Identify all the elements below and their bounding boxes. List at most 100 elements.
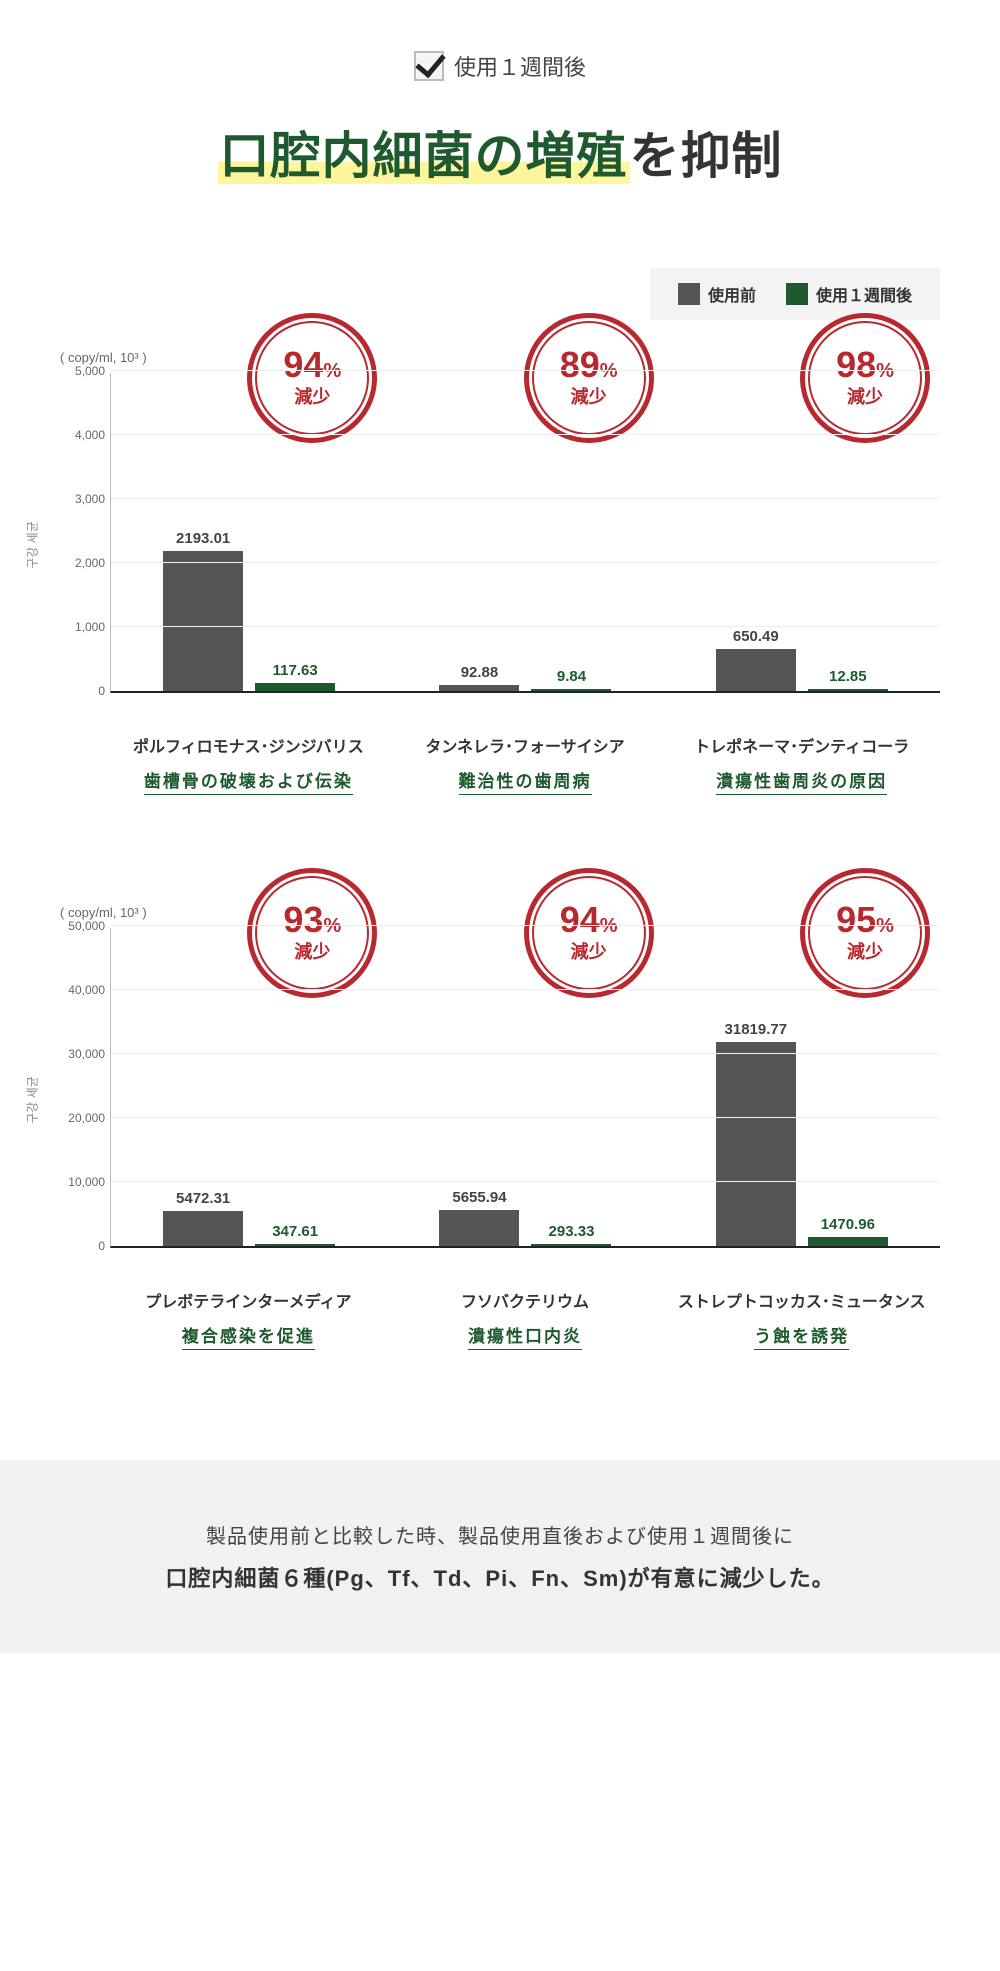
y-tick: 1,000 <box>61 620 105 634</box>
bacteria-name: タンネレラ･フォーサイシア <box>387 733 664 757</box>
bar-group: 94%減少5655.94293.33 <box>387 928 663 1246</box>
bacteria-label: ポルフィロモナス･ジンジバリス歯槽骨の破壊および伝染 <box>110 733 387 795</box>
y-tick: 5,000 <box>61 364 105 378</box>
stamp-percent: 98% <box>836 347 894 383</box>
bacteria-name: ストレプトコッカス･ミュータンス <box>663 1288 940 1312</box>
gridline <box>111 989 940 990</box>
bar-group: 89%減少92.889.84 <box>387 373 663 691</box>
legend-before: 使用前 <box>678 282 756 306</box>
bacteria-label: ストレプトコッカス･ミュータンスう蝕を誘発 <box>663 1288 940 1350</box>
bar-group: 93%減少5472.31347.61 <box>111 928 387 1246</box>
stamp-sub: 減少 <box>847 383 883 409</box>
bacteria-label: フソバクテリウム潰瘍性口内炎 <box>387 1288 664 1350</box>
bar-after-value: 9.84 <box>557 668 586 685</box>
gridline <box>111 925 940 926</box>
bacteria-desc: 難治性の歯周病 <box>459 767 592 795</box>
check-icon <box>414 51 444 81</box>
y-tick: 2,000 <box>61 556 105 570</box>
bar-after <box>808 1237 888 1246</box>
bar-before-value: 650.49 <box>733 628 779 645</box>
header: 使用１週間後 口腔内細菌の増殖を抑制 <box>0 0 1000 208</box>
gridline <box>111 562 940 563</box>
stamp-sub: 減少 <box>294 938 330 964</box>
bar-after-wrap: 9.84 <box>531 668 611 691</box>
gridline <box>111 370 940 371</box>
y-tick: 0 <box>61 684 105 698</box>
bacteria-label: トレポネーマ･デンティコーラ潰瘍性歯周炎の原因 <box>663 733 940 795</box>
gridline <box>111 1117 940 1118</box>
bar-group: 98%減少650.4912.85 <box>664 373 940 691</box>
bar-before-wrap: 5655.94 <box>439 1189 519 1246</box>
stamp-sub: 減少 <box>571 938 607 964</box>
bacteria-name: ポルフィロモナス･ジンジバリス <box>110 733 387 757</box>
gridline <box>111 626 940 627</box>
footer: 製品使用前と比較した時、製品使用直後および使用１週間後に 口腔内細菌６種(Pg、… <box>0 1460 1000 1653</box>
bar-before <box>439 1210 519 1246</box>
bacteria-label: プレボテラインターメディア複合感染を促進 <box>110 1288 387 1350</box>
bar-before-wrap: 5472.31 <box>163 1190 243 1246</box>
bar-before-value: 2193.01 <box>176 530 230 547</box>
stamp-sub: 減少 <box>571 383 607 409</box>
legend-after-swatch <box>786 283 808 305</box>
y-tick: 3,000 <box>61 492 105 506</box>
bar-before <box>716 649 796 691</box>
legend-after: 使用１週間後 <box>786 282 912 306</box>
legend-after-label: 使用１週間後 <box>816 282 912 306</box>
bacteria-desc: 潰瘍性歯周炎の原因 <box>716 767 887 795</box>
reduction-stamp: 94%減少 <box>247 313 377 443</box>
reduction-stamp: 94%減少 <box>524 868 654 998</box>
bacteria-name: プレボテラインターメディア <box>110 1288 387 1312</box>
bar-before-wrap: 2193.01 <box>163 530 243 691</box>
bar-after-wrap: 347.61 <box>255 1223 335 1246</box>
gridline <box>111 1181 940 1182</box>
plot-2: 93%減少5472.31347.6194%減少5655.94293.3395%減… <box>110 928 940 1248</box>
bar-after-wrap: 117.63 <box>255 662 335 691</box>
footer-line2: 口腔内細菌６種(Pg、Tf、Td、Pi、Fn、Sm)が有意に減少した。 <box>40 1561 960 1593</box>
bar-after-value: 347.61 <box>272 1223 318 1240</box>
reduction-stamp: 98%減少 <box>800 313 930 443</box>
bar-after-value: 293.33 <box>549 1223 595 1240</box>
legend-container: 使用前 使用１週間後 <box>0 208 1000 330</box>
stamp-percent: 93% <box>283 902 341 938</box>
y-tick: 0 <box>61 1239 105 1253</box>
bar-before-wrap: 650.49 <box>716 628 796 691</box>
bacteria-desc: う蝕を誘発 <box>754 1322 849 1350</box>
gridline <box>111 498 940 499</box>
y-tick: 20,000 <box>61 1111 105 1125</box>
bar-after <box>531 689 611 691</box>
bar-before-value: 5472.31 <box>176 1190 230 1207</box>
bacteria-desc: 複合感染を促進 <box>182 1322 315 1350</box>
reduction-stamp: 95%減少 <box>800 868 930 998</box>
bar-after <box>531 1244 611 1246</box>
bar-before-wrap: 31819.77 <box>716 1021 796 1246</box>
title-highlight: 口腔内細菌の増殖 <box>218 128 630 184</box>
bar-after-wrap: 1470.96 <box>808 1216 888 1246</box>
title-rest: を抑制 <box>630 128 783 184</box>
y-tick: 10,000 <box>61 1175 105 1189</box>
stamp-percent: 89% <box>560 347 618 383</box>
stamp-sub: 減少 <box>294 383 330 409</box>
bar-before <box>439 685 519 691</box>
stamp-percent: 94% <box>283 347 341 383</box>
stamp-sub: 減少 <box>847 938 883 964</box>
y-tick: 4,000 <box>61 428 105 442</box>
gridline <box>111 1053 940 1054</box>
legend: 使用前 使用１週間後 <box>650 268 940 320</box>
badge-text: 使用１週間後 <box>454 50 586 82</box>
chart-row-2: ( copy/ml, 10³ ) 구강 세균 93%減少5472.31347.6… <box>0 885 1000 1380</box>
bar-after-wrap: 293.33 <box>531 1223 611 1246</box>
bar-before <box>163 551 243 691</box>
bar-after <box>255 1244 335 1246</box>
legend-before-swatch <box>678 283 700 305</box>
bar-before-value: 5655.94 <box>452 1189 506 1206</box>
bar-after-value: 1470.96 <box>821 1216 875 1233</box>
y-tick: 30,000 <box>61 1047 105 1061</box>
bar-before-wrap: 92.88 <box>439 664 519 691</box>
bar-group: 94%減少2193.01117.63 <box>111 373 387 691</box>
bar-after-value: 117.63 <box>273 662 318 679</box>
bar-before-value: 31819.77 <box>725 1021 788 1038</box>
y-tick: 40,000 <box>61 983 105 997</box>
stamp-percent: 95% <box>836 902 894 938</box>
y-axis-label: 구강 세균 <box>24 1076 41 1124</box>
bar-after-wrap: 12.85 <box>808 668 888 691</box>
